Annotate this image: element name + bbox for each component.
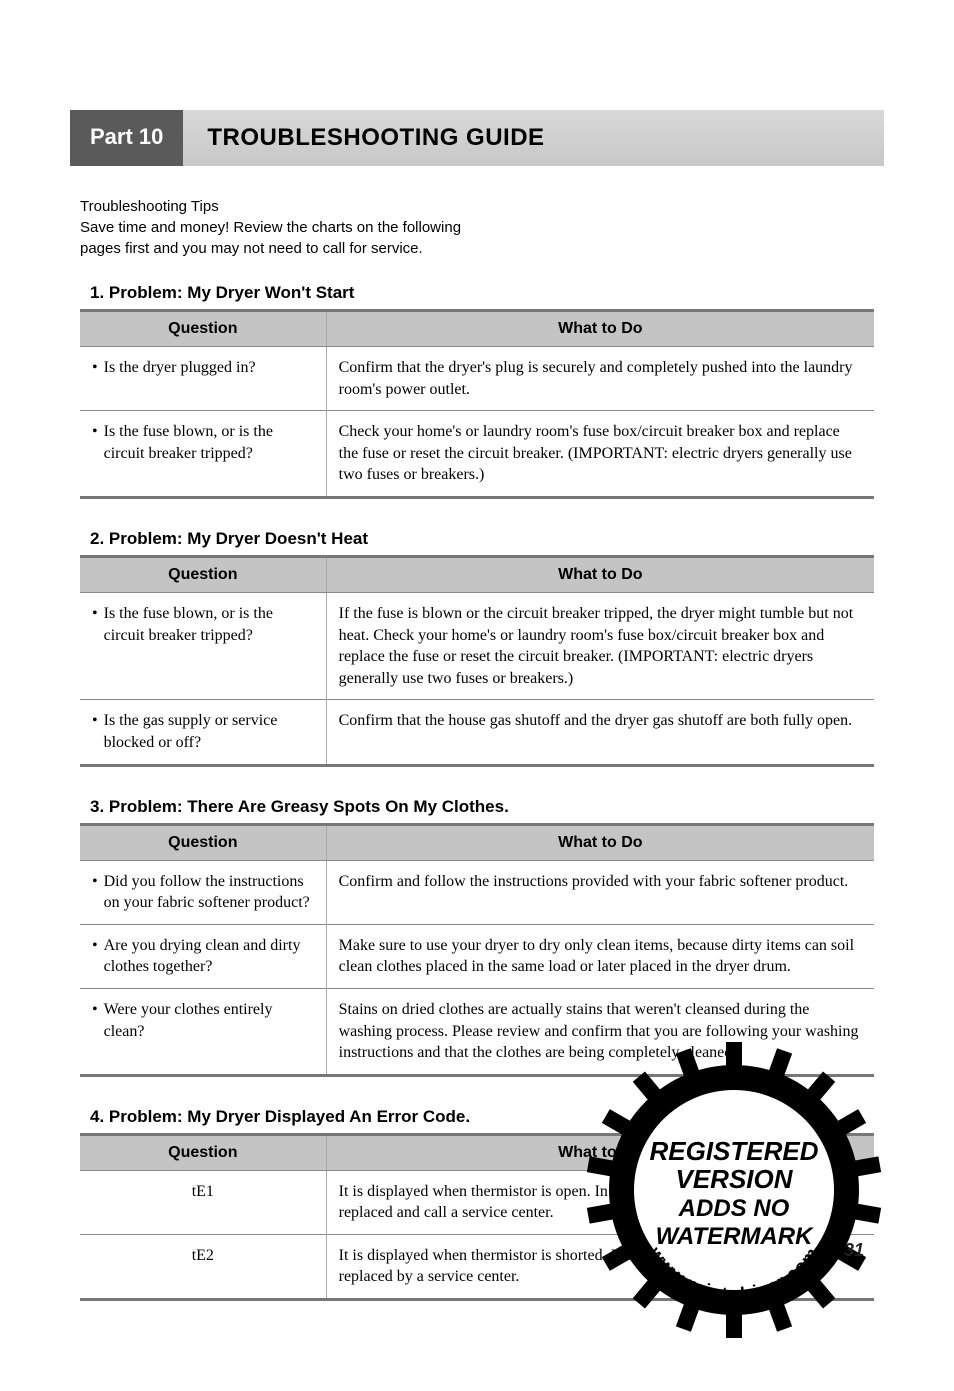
col-action: What to Do: [326, 824, 874, 860]
section-2: 2. Problem: My Dryer Doesn't Heat Questi…: [80, 529, 874, 767]
action-text: Confirm that the dryer's plug is securel…: [326, 347, 874, 411]
troubleshoot-table: Question What to Do •Is the fuse blown, …: [80, 555, 874, 767]
question-text: Is the dryer plugged in?: [104, 357, 256, 379]
table-row: tE2 It is displayed when thermistor is s…: [80, 1234, 874, 1299]
section-3: 3. Problem: There Are Greasy Spots On My…: [80, 797, 874, 1077]
col-question: Question: [80, 1134, 326, 1170]
error-code: tE1: [80, 1170, 326, 1234]
problem-heading: 1. Problem: My Dryer Won't Start: [90, 283, 874, 303]
troubleshoot-table: Question What to Do •Is the dryer plugge…: [80, 309, 874, 499]
table-row: •Is the dryer plugged in? Confirm that t…: [80, 347, 874, 411]
error-code: tE2: [80, 1234, 326, 1299]
part-badge: Part 10: [70, 110, 183, 166]
page-number: 31: [844, 1240, 864, 1261]
intro-line: Save time and money! Review the charts o…: [80, 217, 874, 238]
intro-line: Troubleshooting Tips: [80, 196, 874, 217]
col-question: Question: [80, 311, 326, 347]
action-text: Confirm that the house gas shutoff and t…: [326, 700, 874, 765]
section-4: 4. Problem: My Dryer Displayed An Error …: [80, 1107, 874, 1301]
intro-text: Troubleshooting Tips Save time and money…: [80, 196, 874, 259]
page-title: TROUBLESHOOTING GUIDE: [183, 110, 884, 166]
table-row: •Is the gas supply or service blocked or…: [80, 700, 874, 765]
table-row: •Is the fuse blown, or is the circuit br…: [80, 592, 874, 699]
problem-heading: 4. Problem: My Dryer Displayed An Error …: [90, 1107, 874, 1127]
action-text: Stains on dried clothes are actually sta…: [326, 988, 874, 1075]
question-text: Were your clothes entirely clean?: [104, 999, 314, 1042]
col-action: What to Do: [326, 1134, 874, 1170]
col-action: What to Do: [326, 556, 874, 592]
table-row: •Is the fuse blown, or is the circuit br…: [80, 411, 874, 498]
question-text: Is the fuse blown, or is the circuit bre…: [104, 603, 314, 646]
action-text: Check your home's or laundry room's fuse…: [326, 411, 874, 498]
table-row: •Were your clothes entirely clean? Stain…: [80, 988, 874, 1075]
col-question: Question: [80, 556, 326, 592]
table-row: •Are you drying clean and dirty clothes …: [80, 924, 874, 988]
question-text: Is the gas supply or service blocked or …: [104, 710, 314, 753]
intro-line: pages first and you may not need to call…: [80, 238, 874, 259]
action-text: Make sure to use your dryer to dry only …: [326, 924, 874, 988]
table-row: •Did you follow the instructions on your…: [80, 860, 874, 924]
action-text: If the fuse is blown or the circuit brea…: [326, 592, 874, 699]
troubleshoot-table: Question What to Do tE1 It is displayed …: [80, 1133, 874, 1301]
question-text: Is the fuse blown, or is the circuit bre…: [104, 421, 314, 464]
col-question: Question: [80, 824, 326, 860]
action-text: It is displayed when thermistor is short…: [326, 1234, 874, 1299]
table-row: tE1 It is displayed when thermistor is o…: [80, 1170, 874, 1234]
action-text: It is displayed when thermistor is open.…: [326, 1170, 874, 1234]
header-bar: Part 10 TROUBLESHOOTING GUIDE: [70, 110, 884, 166]
problem-heading: 3. Problem: There Are Greasy Spots On My…: [90, 797, 874, 817]
section-1: 1. Problem: My Dryer Won't Start Questio…: [80, 283, 874, 499]
action-text: Confirm and follow the instructions prov…: [326, 860, 874, 924]
col-action: What to Do: [326, 311, 874, 347]
question-text: Did you follow the instructions on your …: [104, 871, 314, 914]
question-text: Are you drying clean and dirty clothes t…: [104, 935, 314, 978]
troubleshoot-table: Question What to Do •Did you follow the …: [80, 823, 874, 1077]
problem-heading: 2. Problem: My Dryer Doesn't Heat: [90, 529, 874, 549]
